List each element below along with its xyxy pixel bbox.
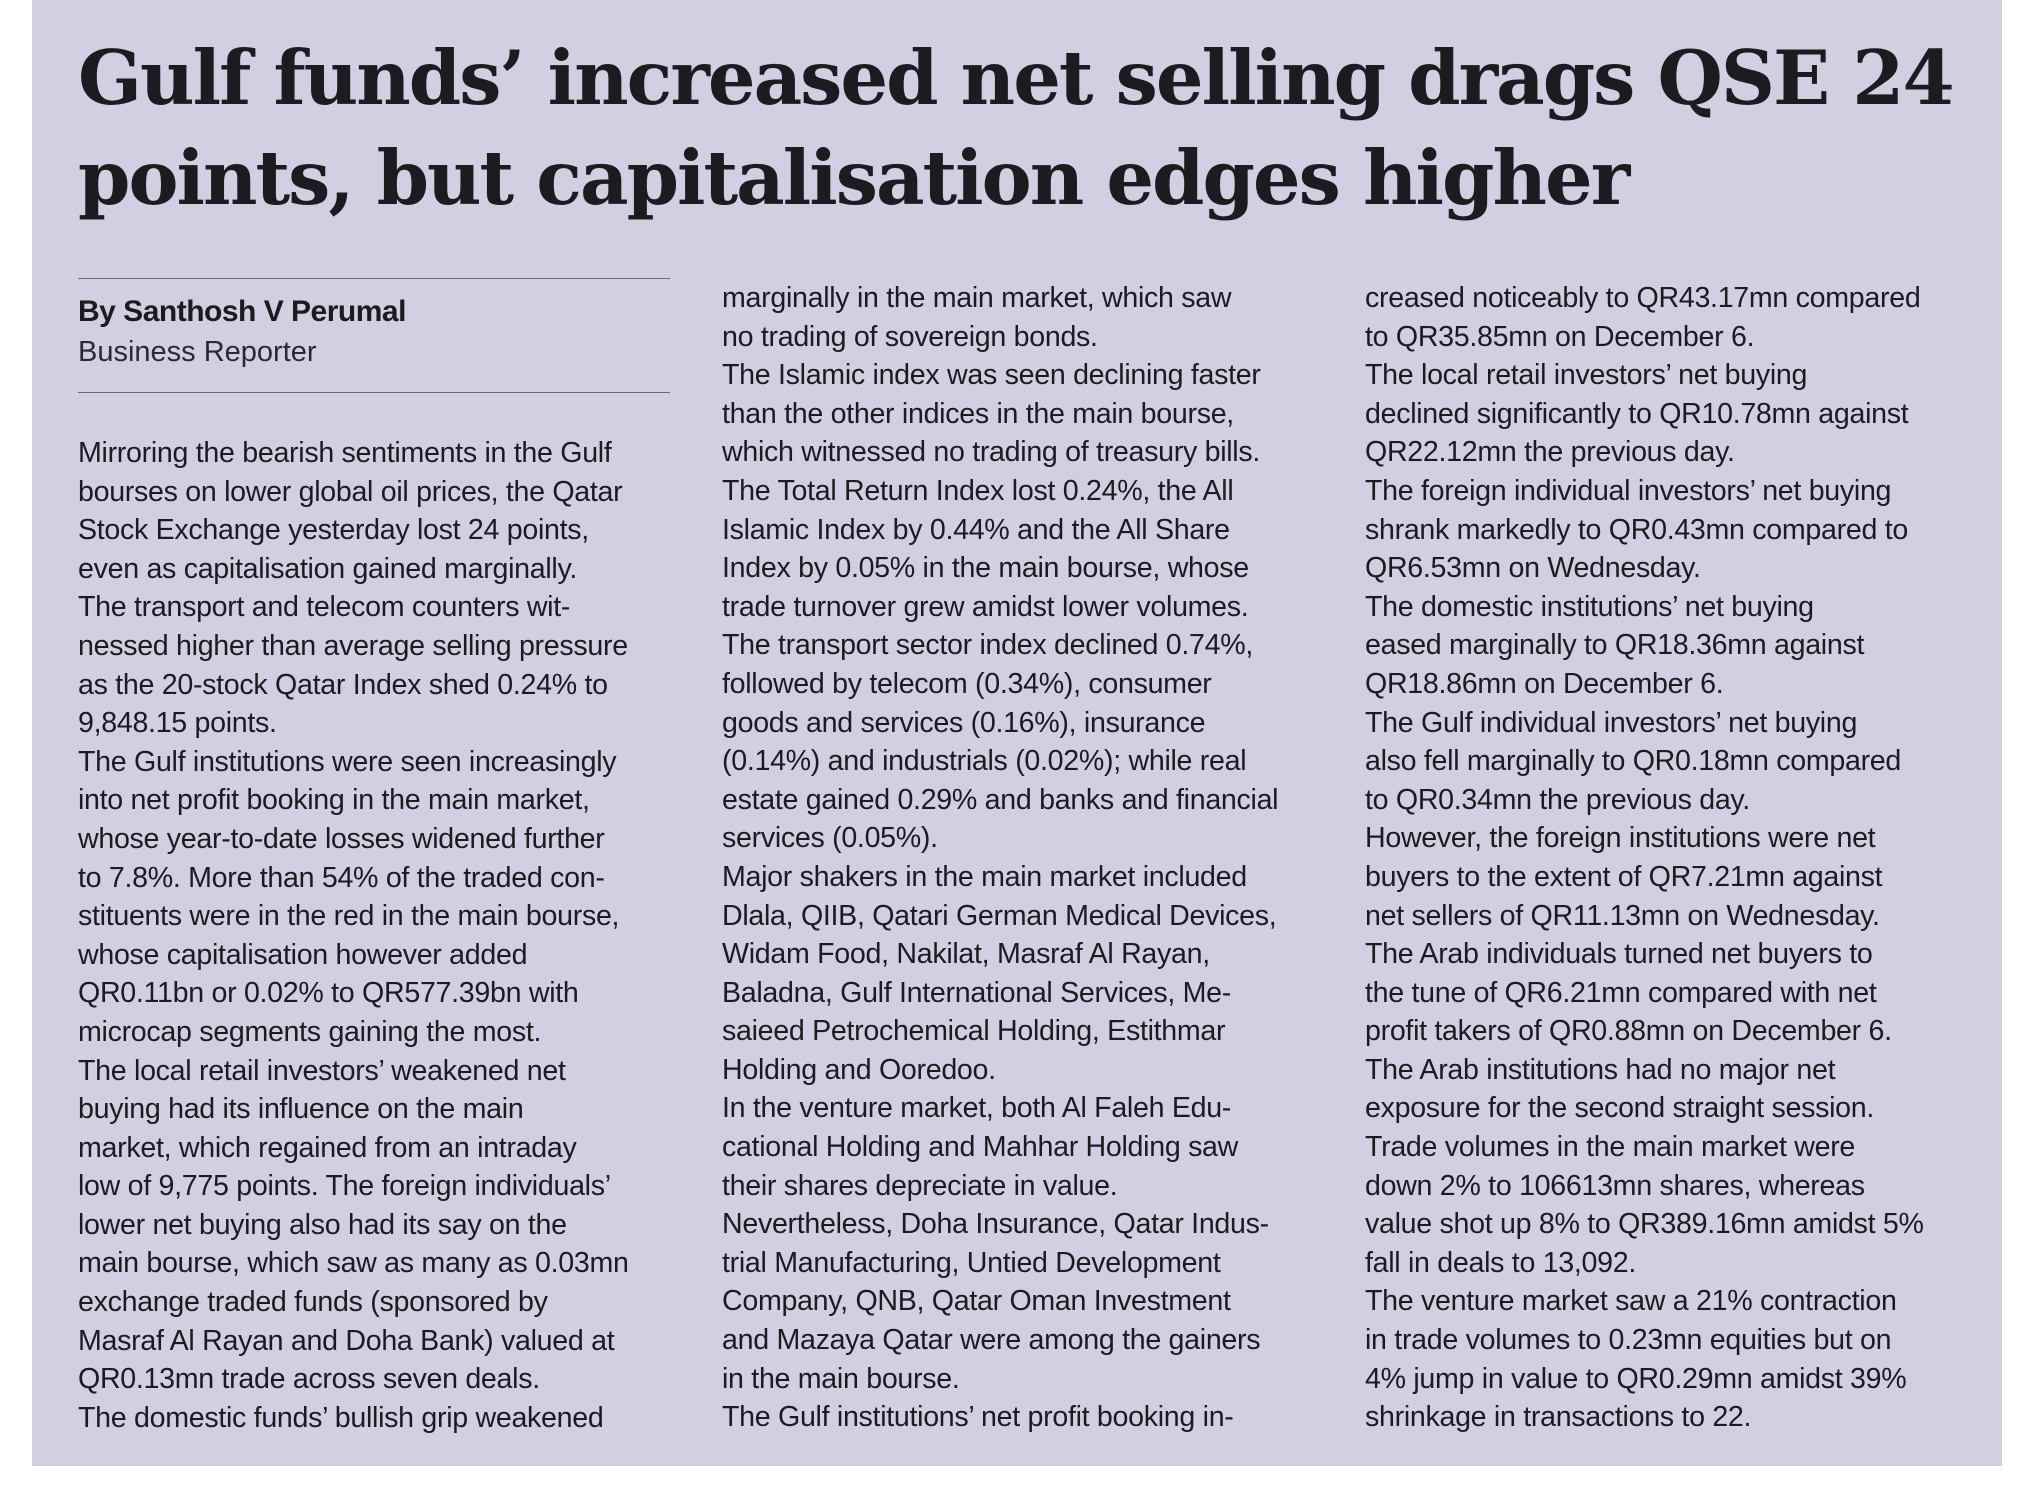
- article-text-line: The transport and telecom counters wit-: [78, 591, 571, 624]
- article-text-line: no trading of sovereign bonds.: [722, 320, 1098, 353]
- article-text-line: estate gained 0.29% and banks and financ…: [722, 783, 1279, 816]
- article-text-line: cational Holding and Mahhar Holding saw: [722, 1131, 1239, 1164]
- article-text-line: value shot up 8% to QR389.16mn amidst 5%: [1365, 1208, 1924, 1241]
- article-text-line: also fell marginally to QR0.18mn compare…: [1365, 745, 1901, 778]
- article-text-line: QR18.86mn on December 6.: [1365, 667, 1724, 700]
- article-text-line: shrank markedly to QR0.43mn compared to: [1365, 513, 1908, 546]
- article-text-line: QR22.12mn the previous day.: [1365, 436, 1735, 469]
- article-text-line: The transport sector index declined 0.74…: [722, 629, 1253, 662]
- article-text-line: Islamic Index by 0.44% and the All Share: [722, 513, 1230, 546]
- article-column-3: creased noticeably to QR43.17mn compared…: [1365, 279, 1985, 1437]
- article-text-line: 4% jump in value to QR0.29mn amidst 39%: [1365, 1362, 1907, 1395]
- article-text-line: Widam Food, Nakilat, Masraf Al Rayan,: [722, 938, 1210, 971]
- article-text-line: eased marginally to QR18.36mn against: [1365, 629, 1865, 662]
- byline-role: Business Reporter: [78, 336, 317, 368]
- article-text-line: Holding and Ooredoo.: [722, 1053, 996, 1086]
- article-text-line: The Gulf institutions were seen increasi…: [78, 745, 617, 778]
- article-text-line: (0.14%) and industrials (0.02%); while r…: [722, 745, 1247, 778]
- article-text-line: 9,848.15 points.: [78, 707, 277, 740]
- article-text-line: followed by telecom (0.34%), consumer: [722, 667, 1212, 700]
- article-text-line: Nevertheless, Doha Insurance, Qatar Indu…: [722, 1208, 1269, 1241]
- article-text-line: shrinkage in transactions to 22.: [1365, 1401, 1752, 1434]
- article-text-line: Baladna, Gulf International Services, Me…: [722, 976, 1232, 1009]
- article-text-line: QR0.13mn trade across seven deals.: [78, 1363, 540, 1396]
- article-text-line: services (0.05%).: [722, 822, 938, 855]
- article-column-1: Mirroring the bearish sentiments in the …: [78, 434, 678, 1437]
- article-text-line: trade turnover grew amidst lower volumes…: [722, 590, 1249, 623]
- article-text-line: than the other indices in the main bours…: [722, 397, 1234, 430]
- article-text-line: Stock Exchange yesterday lost 24 points,: [78, 514, 589, 547]
- article-text-line: Masraf Al Rayan and Doha Bank) valued at: [78, 1324, 615, 1357]
- byline-author: By Santhosh V Perumal: [78, 295, 406, 328]
- byline: By Santhosh V Perumal Business Reporter: [78, 278, 670, 393]
- article-text-line: Mirroring the bearish sentiments in the …: [78, 437, 612, 469]
- article-text-line: even as capitalisation gained marginally…: [78, 552, 577, 585]
- article-text-line: saieed Petrochemical Holding, Estithmar: [722, 1015, 1226, 1048]
- article-text-line: bourses on lower global oil prices, the …: [78, 475, 623, 508]
- article-text-line: The Gulf institutions’ net profit bookin…: [722, 1401, 1234, 1434]
- article-text-line: the tune of QR6.21mn compared with net: [1365, 976, 1877, 1009]
- article-text-line: Dlala, QIIB, Qatari German Medical Devic…: [722, 899, 1277, 932]
- article-text-line: Trade volumes in the main market were: [1365, 1131, 1856, 1164]
- article-text-line: The local retail investors’ net buying: [1365, 359, 1808, 392]
- article-text-line: The Arab individuals turned net buyers t…: [1365, 938, 1873, 971]
- article-text-line: The Islamic index was seen declining fas…: [722, 359, 1261, 392]
- article-text-line: to QR0.34mn the previous day.: [1365, 783, 1750, 816]
- article-text-line: down 2% to 106613mn shares, whereas: [1365, 1169, 1865, 1202]
- article-text-line: to 7.8%. More than 54% of the traded con…: [78, 861, 605, 894]
- article-text-line: exposure for the second straight session…: [1365, 1092, 1875, 1125]
- article-text-line: The domestic institutions’ net buying: [1365, 590, 1814, 623]
- article-text-line: fall in deals to 13,092.: [1365, 1246, 1636, 1279]
- article-text-line: QR0.11bn or 0.02% to QR577.39bn with: [78, 977, 579, 1010]
- article-column-2: marginally in the main market, which saw…: [722, 279, 1342, 1437]
- article-text-line: into net profit booking in the main mark…: [78, 784, 590, 817]
- article-text-line: In the venture market, both Al Faleh Edu…: [722, 1092, 1232, 1125]
- article-text-line: buyers to the extent of QR7.21mn against: [1365, 860, 1883, 893]
- article-text-line: low of 9,775 points. The foreign individ…: [78, 1170, 611, 1203]
- article-text-line: as the 20-stock Qatar Index shed 0.24% t…: [78, 668, 608, 701]
- article-text-line: main bourse, which saw as many as 0.03mn: [78, 1247, 629, 1280]
- article-text-line: goods and services (0.16%), insurance: [722, 706, 1206, 739]
- article-text-line: The local retail investors’ weakened net: [78, 1054, 566, 1087]
- article-text-line: in the main bourse.: [722, 1362, 960, 1395]
- article-text-line: market, which regained from an intraday: [78, 1131, 577, 1164]
- article-text-line: marginally in the main market, which saw: [722, 282, 1232, 314]
- headline-line: points, but capitalisation edges higher: [78, 134, 1630, 222]
- article-text-line: stituents were in the red in the main bo…: [78, 900, 620, 933]
- article-text-line: profit takers of QR0.88mn on December 6.: [1365, 1015, 1892, 1048]
- article-text-line: QR6.53mn on Wednesday.: [1365, 552, 1701, 585]
- article-text-line: and Mazaya Qatar were among the gainers: [722, 1324, 1261, 1357]
- headline: Gulf funds’ increased net selling drags …: [78, 28, 1978, 228]
- article-text-line: declined significantly to QR10.78mn agai…: [1365, 397, 1909, 430]
- article-text-line: Company, QNB, Qatar Oman Investment: [722, 1285, 1231, 1318]
- article-text-line: which witnessed no trading of treasury b…: [722, 436, 1260, 469]
- article-text-line: Major shakers in the main market include…: [722, 860, 1247, 893]
- article-text-line: whose capitalisation however added: [78, 938, 528, 971]
- article-text-line: net sellers of QR11.13mn on Wednesday.: [1365, 899, 1880, 932]
- article-text-line: lower net buying also had its say on the: [78, 1208, 567, 1241]
- headline-line: Gulf funds’ increased net selling drags …: [78, 34, 1955, 122]
- article-text-line: buying had its influence on the main: [78, 1093, 524, 1126]
- article-text-line: creased noticeably to QR43.17mn compared: [1365, 282, 1921, 314]
- article-text-line: to QR35.85mn on December 6.: [1365, 320, 1755, 353]
- article-text-line: in trade volumes to 0.23mn equities but …: [1365, 1324, 1892, 1357]
- article-text-line: The Arab institutions had no major net: [1365, 1053, 1836, 1086]
- article-panel: Gulf funds’ increased net selling drags …: [32, 0, 2002, 1466]
- article-text-line: However, the foreign institutions were n…: [1365, 822, 1876, 855]
- article-text-line: nessed higher than average selling press…: [78, 629, 628, 662]
- article-text-line: trial Manufacturing, Untied Development: [722, 1246, 1221, 1279]
- article-text-line: The venture market saw a 21% contraction: [1365, 1285, 1897, 1318]
- article-text-line: their shares depreciate in value.: [722, 1169, 1118, 1202]
- article-text-line: The foreign individual investors’ net bu…: [1365, 474, 1892, 507]
- article-text-line: The Gulf individual investors’ net buyin…: [1365, 706, 1858, 739]
- article-text-line: The Total Return Index lost 0.24%, the A…: [722, 474, 1234, 507]
- article-text-line: whose year-to-date losses widened furthe…: [78, 822, 605, 855]
- article-text-line: exchange traded funds (sponsored by: [78, 1286, 548, 1319]
- article-text-line: Index by 0.05% in the main bourse, whose: [722, 552, 1249, 585]
- article-text-line: The domestic funds’ bullish grip weakene…: [78, 1401, 604, 1434]
- article-text-line: microcap segments gaining the most.: [78, 1015, 542, 1048]
